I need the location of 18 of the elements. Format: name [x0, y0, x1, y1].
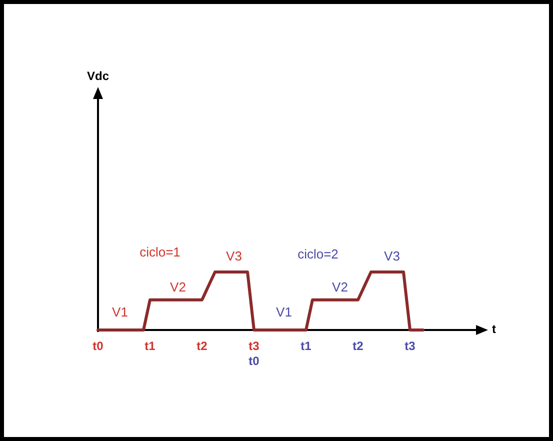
text: Vdc — [86, 69, 110, 84]
x-tick-label: t3 — [404, 339, 416, 353]
x-tick-label: t1 — [144, 339, 156, 353]
x-tick-label: t1 — [300, 339, 312, 353]
annotation: V1 — [112, 304, 128, 320]
x-tick-label: t0 — [92, 339, 104, 353]
annotation: V2 — [332, 279, 348, 294]
text: V3 — [226, 248, 242, 264]
annotation: V1 — [276, 304, 292, 320]
text: ciclo=1 — [140, 244, 180, 260]
annotation: V2 — [170, 279, 186, 294]
text: V3 — [384, 248, 400, 264]
x-tick-label: t3 — [248, 339, 260, 353]
text: ciclo=2 — [298, 246, 338, 262]
x-tick-label: t2 — [352, 339, 364, 353]
text: t — [492, 322, 496, 336]
x-tick-label: t2 — [196, 339, 208, 353]
text: t0 — [248, 354, 260, 368]
